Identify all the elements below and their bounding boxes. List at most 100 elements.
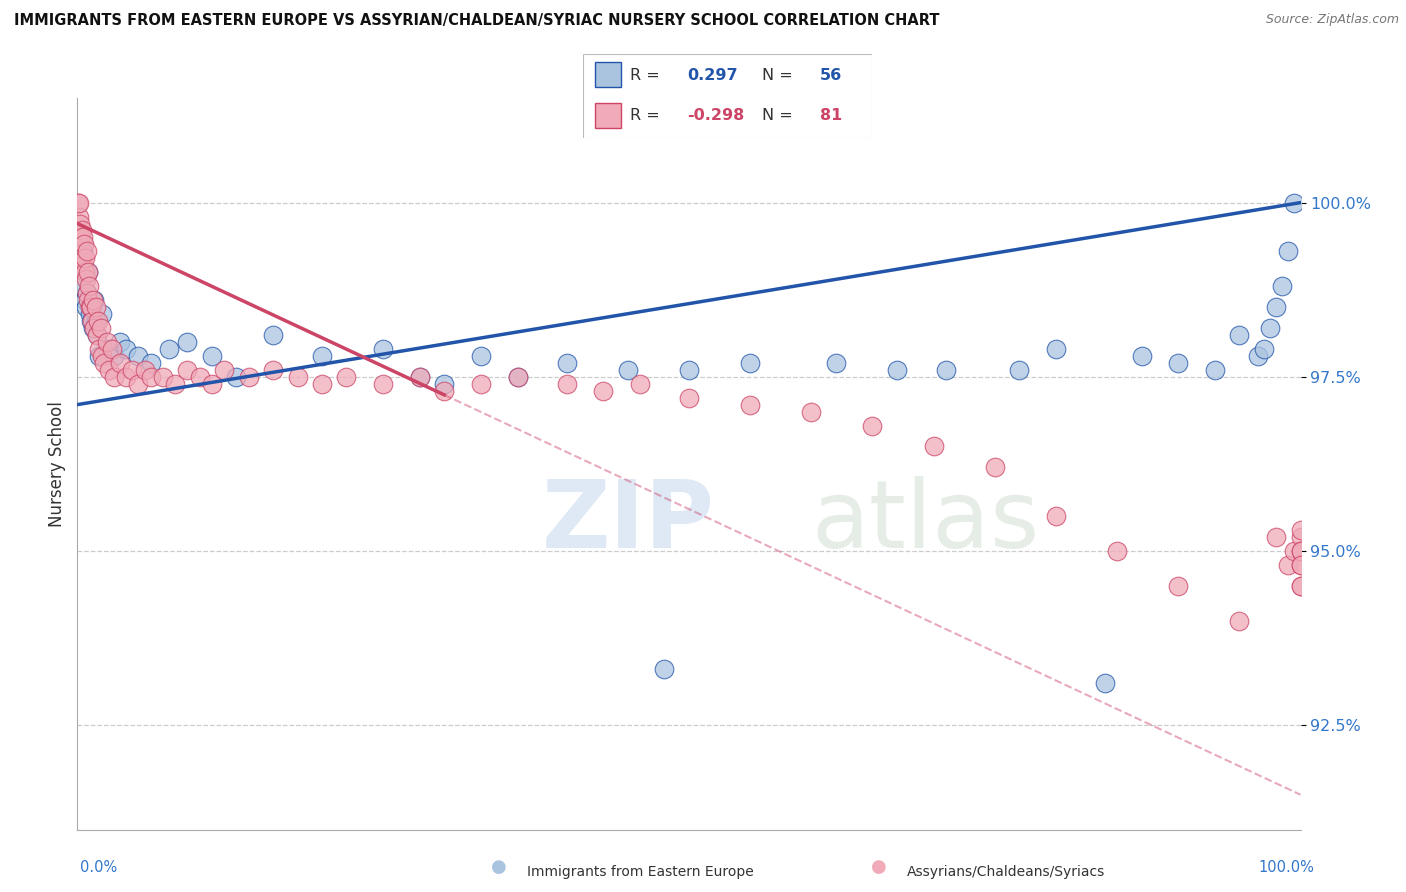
Point bbox=[76, 265, 98, 279]
Point bbox=[69, 217, 91, 231]
Point bbox=[72, 258, 94, 272]
Point bbox=[1258, 321, 1281, 335]
Point bbox=[188, 369, 211, 384]
Point bbox=[1008, 363, 1031, 377]
Point bbox=[139, 369, 162, 384]
Point bbox=[1229, 614, 1251, 628]
Point bbox=[157, 342, 180, 356]
Point bbox=[70, 252, 93, 266]
Point bbox=[97, 342, 120, 356]
Point bbox=[98, 363, 121, 377]
Point bbox=[152, 369, 174, 384]
Point bbox=[1277, 558, 1299, 572]
Point bbox=[86, 328, 108, 343]
Point bbox=[73, 265, 96, 279]
Point bbox=[77, 293, 100, 307]
Point bbox=[103, 349, 125, 363]
Text: 0.0%: 0.0% bbox=[80, 861, 117, 875]
Point bbox=[73, 293, 96, 307]
Point bbox=[1167, 579, 1189, 593]
Point bbox=[506, 369, 529, 384]
Text: N =: N = bbox=[762, 68, 793, 83]
Point bbox=[134, 363, 156, 377]
Point bbox=[84, 314, 107, 328]
Point bbox=[75, 300, 97, 314]
Point bbox=[1277, 244, 1299, 259]
Point bbox=[470, 349, 492, 363]
Point bbox=[72, 244, 94, 259]
Text: atlas: atlas bbox=[811, 476, 1039, 568]
Point bbox=[67, 210, 90, 224]
Text: ●: ● bbox=[491, 858, 508, 876]
Text: 100.0%: 100.0% bbox=[1258, 861, 1315, 875]
Point bbox=[115, 369, 138, 384]
Point bbox=[70, 279, 93, 293]
Point bbox=[80, 314, 103, 328]
Text: ●: ● bbox=[870, 858, 887, 876]
Point bbox=[108, 334, 131, 349]
Text: Immigrants from Eastern Europe: Immigrants from Eastern Europe bbox=[527, 865, 754, 880]
Point bbox=[70, 244, 93, 259]
Point bbox=[80, 300, 103, 314]
Bar bbox=[595, 103, 621, 128]
Point bbox=[96, 334, 118, 349]
Point bbox=[1247, 349, 1270, 363]
Point bbox=[1289, 579, 1312, 593]
Point bbox=[1107, 544, 1129, 558]
Point bbox=[1045, 342, 1067, 356]
Point bbox=[1284, 544, 1306, 558]
Point bbox=[238, 369, 260, 384]
Point bbox=[262, 363, 284, 377]
Point bbox=[1167, 356, 1189, 370]
Point bbox=[1289, 523, 1312, 537]
Point bbox=[1289, 544, 1312, 558]
Point bbox=[75, 252, 97, 266]
Point bbox=[740, 398, 762, 412]
Point bbox=[108, 356, 131, 370]
Point bbox=[139, 356, 162, 370]
Text: 0.297: 0.297 bbox=[688, 68, 738, 83]
Text: IMMIGRANTS FROM EASTERN EUROPE VS ASSYRIAN/CHALDEAN/SYRIAC NURSERY SCHOOL CORREL: IMMIGRANTS FROM EASTERN EUROPE VS ASSYRI… bbox=[14, 13, 939, 29]
Point bbox=[86, 328, 108, 343]
Point bbox=[176, 334, 198, 349]
Point bbox=[678, 391, 700, 405]
Point bbox=[89, 342, 111, 356]
Point bbox=[1253, 342, 1275, 356]
Point bbox=[82, 321, 104, 335]
Point bbox=[127, 376, 149, 391]
Point bbox=[72, 230, 94, 244]
Point bbox=[121, 363, 143, 377]
Y-axis label: Nursery School: Nursery School bbox=[48, 401, 66, 527]
Point bbox=[73, 237, 96, 252]
Point bbox=[77, 265, 100, 279]
Text: N =: N = bbox=[762, 108, 793, 123]
Text: R =: R = bbox=[630, 68, 659, 83]
Point bbox=[79, 307, 101, 321]
Point bbox=[1284, 195, 1306, 210]
Bar bbox=[595, 62, 621, 87]
Point bbox=[262, 328, 284, 343]
Point bbox=[103, 369, 125, 384]
Point bbox=[922, 439, 945, 453]
Point bbox=[824, 356, 846, 370]
Point bbox=[1265, 530, 1288, 544]
Point bbox=[311, 376, 333, 391]
Point bbox=[1045, 509, 1067, 524]
Point bbox=[176, 363, 198, 377]
Point bbox=[83, 293, 105, 307]
Point bbox=[617, 363, 640, 377]
Point bbox=[115, 342, 138, 356]
Point bbox=[371, 376, 394, 391]
Point bbox=[90, 307, 112, 321]
Point bbox=[311, 349, 333, 363]
Point bbox=[409, 369, 432, 384]
Point bbox=[225, 369, 247, 384]
Point bbox=[740, 356, 762, 370]
Point bbox=[371, 342, 394, 356]
Point bbox=[90, 349, 112, 363]
Point bbox=[80, 314, 103, 328]
Point bbox=[862, 418, 884, 433]
Point bbox=[69, 230, 91, 244]
Point bbox=[287, 369, 309, 384]
Point bbox=[76, 286, 98, 301]
